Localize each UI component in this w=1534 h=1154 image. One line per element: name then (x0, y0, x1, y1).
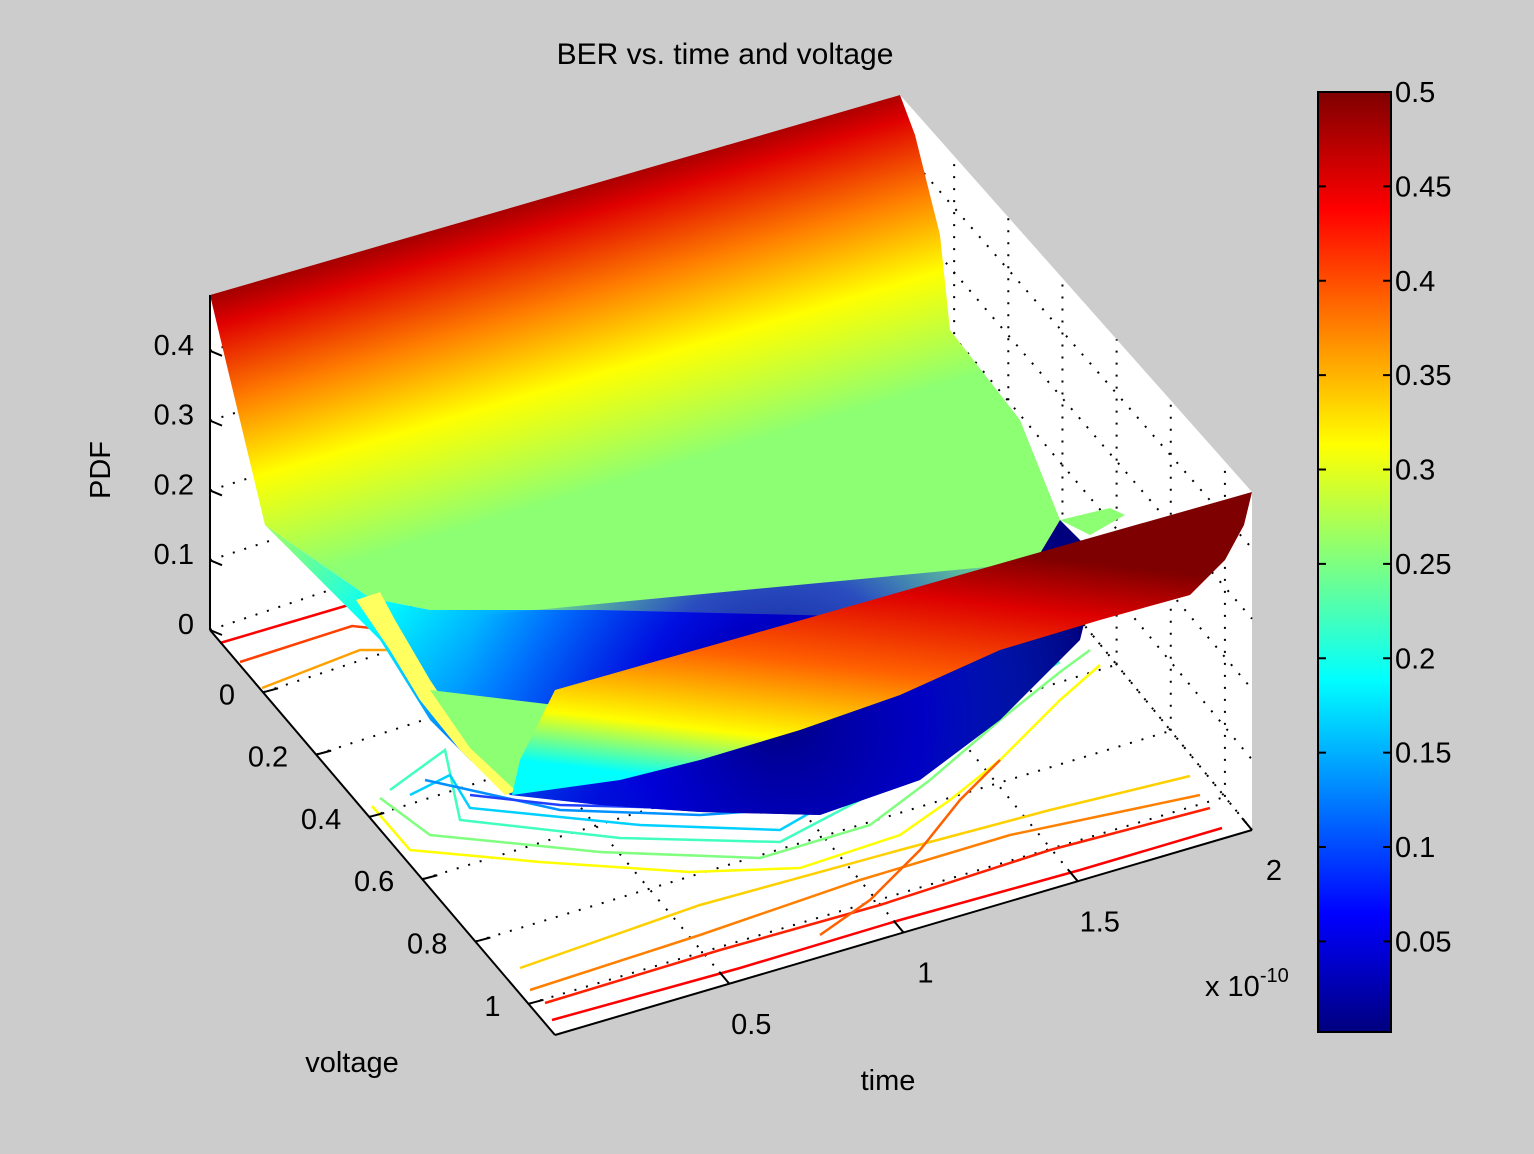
colorbar-tick-label: 0.35 (1395, 360, 1451, 392)
z-axis-ticks: 0 0.1 0.2 0.3 0.4 (154, 330, 223, 641)
x-tick-mark (718, 971, 731, 985)
y-tick-label: 0 (219, 679, 235, 711)
y-tick-label: 0.4 (301, 804, 341, 836)
y-tick-mark (368, 811, 385, 818)
contour-line (819, 759, 1001, 937)
grid-line (422, 663, 1117, 881)
z-tick-label: 0.2 (154, 469, 194, 501)
colorbar-tick-label: 0.05 (1395, 926, 1451, 958)
x-axis-exponent: x 10-10 (1205, 965, 1289, 1003)
x-tick-label: 0.5 (731, 1009, 771, 1041)
contour-line (219, 602, 353, 645)
colorbar (1317, 91, 1392, 1033)
contour-line (519, 774, 1191, 970)
x-axis-exponent-power: -10 (1260, 965, 1289, 987)
contour-line (544, 806, 1211, 1005)
z-tick-mark (209, 349, 223, 357)
x-tick-label: 2 (1266, 855, 1282, 887)
x-tick-mark (1241, 817, 1253, 831)
y-axis-label: voltage (305, 1047, 399, 1079)
z-tick-label: 0.3 (154, 400, 194, 432)
y-tick-label: 0.2 (248, 742, 288, 774)
z-axis-label: PDF (85, 441, 117, 499)
colorbar-ticks: 0.05 0.1 0.15 0.2 0.25 0.3 0.35 0.4 0.45 0.5 (1318, 77, 1451, 958)
z-tick-mark (209, 419, 223, 427)
grid-line (475, 729, 1172, 943)
z-tick-label: 0.1 (154, 539, 194, 571)
x-axis-label: time (861, 1065, 916, 1097)
contour-line (371, 664, 1101, 874)
colorbar-tick-label: 0.5 (1395, 77, 1435, 109)
y-tick-mark (528, 998, 544, 1005)
colorbar-tick-label: 0.25 (1395, 549, 1451, 581)
y-tick-label: 1 (484, 991, 500, 1023)
contour-line (379, 648, 1091, 860)
axes-face-back-right (900, 95, 1252, 830)
y-tick-label: 0.8 (407, 929, 447, 961)
y-axis-ticks: 0 0.2 0.4 0.6 0.8 1 (219, 679, 544, 1023)
colorbar-tick-label: 0.3 (1395, 455, 1435, 487)
contour-line (551, 826, 1223, 1022)
grid-line (262, 465, 955, 694)
z-tick-label: 0 (178, 609, 194, 641)
chart-title: BER vs. time and voltage (557, 38, 894, 71)
surface-back-wall (210, 95, 1060, 620)
y-tick-mark (262, 687, 279, 694)
surface-right-sliver (1060, 508, 1125, 535)
y-tick-mark (315, 749, 332, 756)
colorbar-tick-label: 0.45 (1395, 171, 1451, 203)
contour-line (529, 793, 1201, 992)
colorbar-tick-label: 0.1 (1395, 832, 1435, 864)
x-tick-label: 1.5 (1080, 906, 1120, 938)
colorbar-tick-label: 0.4 (1395, 266, 1435, 298)
x-axis-exponent-base: x 10 (1205, 971, 1260, 1003)
y-tick-mark (422, 874, 438, 881)
grid-line (368, 597, 1063, 818)
colorbar-tick-label: 0.2 (1395, 643, 1435, 675)
z-tick-mark (209, 489, 223, 497)
x-tick-mark (892, 919, 905, 934)
x-axis-ticks: 0.5 1 1.5 2 (718, 817, 1282, 1041)
z-tick-label: 0.4 (154, 330, 194, 362)
colorbar-tick-label: 0.15 (1395, 738, 1451, 770)
z-tick-mark (209, 559, 223, 567)
x-tick-mark (1066, 868, 1079, 882)
z-tick-mark (209, 629, 223, 636)
grid-line (528, 795, 1226, 1005)
y-tick-label: 0.6 (354, 866, 394, 898)
surface-front-wall (512, 492, 1252, 795)
ber-surface (210, 95, 1252, 815)
x-tick-label: 1 (917, 958, 933, 990)
y-tick-mark (475, 936, 491, 943)
